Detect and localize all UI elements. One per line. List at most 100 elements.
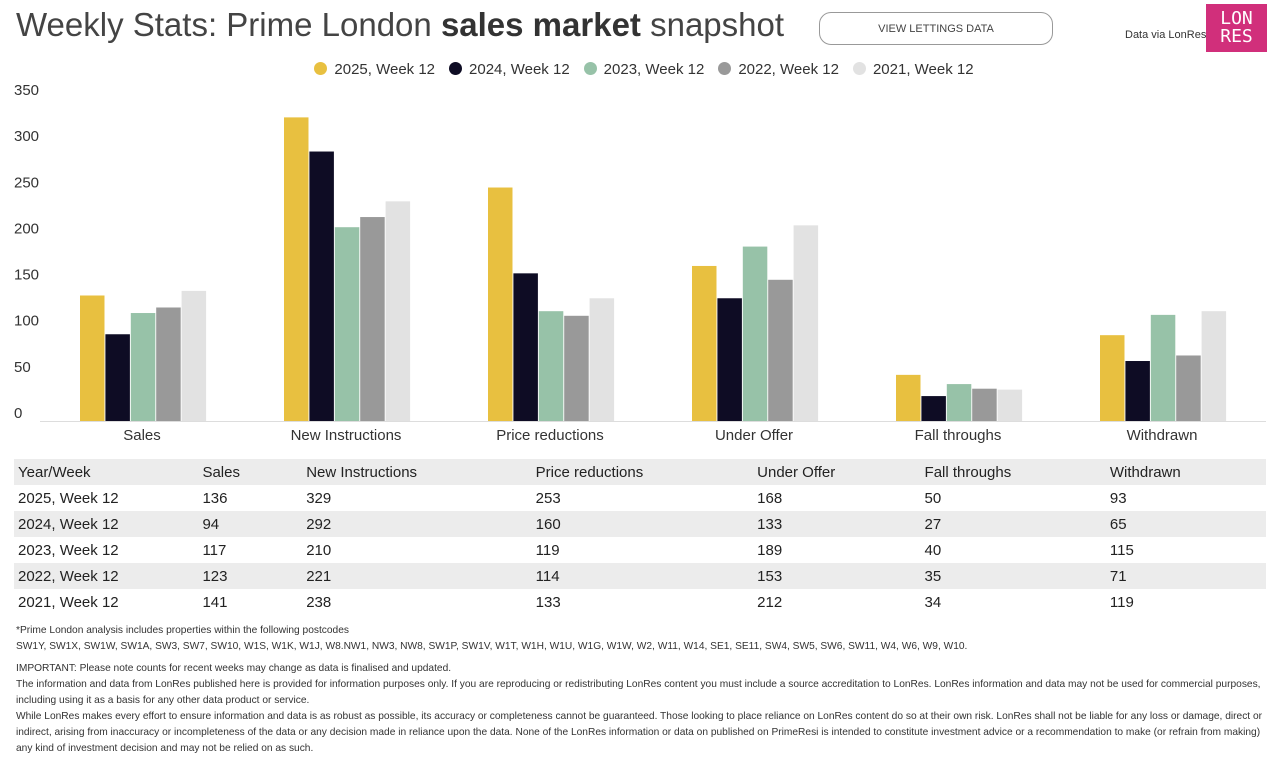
bar-2025: [896, 374, 921, 421]
table-cell: Price reductions: [535, 463, 644, 481]
table-cell: 133: [535, 593, 561, 611]
y-tick-label: 250: [14, 174, 39, 191]
bar-2024: [513, 273, 538, 421]
table-header-row: Year/Week Sales New Instructions Price redu…: [14, 459, 1266, 485]
bar-2023: [946, 384, 972, 421]
bar-2021: [385, 201, 411, 421]
legend-label: 2021, Week 12: [872, 61, 974, 78]
y-tick-label: 50: [14, 359, 31, 376]
bar-2021: [181, 290, 207, 421]
y-tick-label: 0: [14, 405, 22, 422]
bar-2022: [768, 279, 793, 421]
table-cell: 2025, Week 12: [18, 489, 119, 507]
table-cell: 133: [757, 515, 783, 533]
table-row: 2024, Week 12 94 292 160 133 27 65: [14, 511, 1266, 537]
bar-2021: [589, 298, 615, 421]
x-category-label: Price reductions: [496, 427, 604, 444]
table-cell: Fall throughs: [924, 463, 1012, 481]
bar-2022: [564, 315, 589, 421]
table-cell: 27: [924, 515, 942, 533]
bar-2021: [1201, 311, 1227, 421]
legend-item[interactable]: 2022, Week 12: [718, 61, 839, 78]
legend-label: 2024, Week 12: [469, 61, 570, 78]
chart-legend: 2025, Week 12 2024, Week 12 2023, Week 12 2…: [0, 61, 1280, 78]
table-cell: 212: [757, 593, 783, 611]
bar-2023: [130, 313, 156, 421]
table-cell: 238: [306, 593, 332, 611]
disclaimer: The information and data from LonRes pub…: [16, 679, 1261, 706]
table-cell: 123: [202, 567, 228, 585]
footnote: *Prime London analysis includes properti…: [16, 625, 349, 636]
bar-2024: [717, 298, 742, 421]
table-cell: 292: [306, 515, 332, 533]
table-cell: 210: [306, 541, 332, 559]
title-prefix: Weekly Stats: Prime London: [16, 6, 441, 43]
legend-swatch: [449, 62, 463, 75]
bar-2022: [360, 217, 385, 421]
bar-2024: [105, 334, 130, 421]
bar-2023: [742, 246, 768, 421]
table-cell: 160: [535, 515, 561, 533]
table-row: 2025, Week 12 136 329 253 168 50 93: [14, 485, 1266, 511]
bar-2021: [793, 225, 819, 421]
bar-2025: [488, 187, 513, 421]
table-cell: 2024, Week 12: [18, 515, 119, 533]
legend-item[interactable]: 2025, Week 12: [314, 61, 435, 78]
legend-item[interactable]: 2024, Week 12: [449, 61, 570, 78]
table-cell: 93: [1109, 489, 1127, 507]
table-cell: 168: [757, 489, 783, 507]
table-cell: 141: [202, 593, 228, 611]
important-note: IMPORTANT: Please note counts for recent…: [16, 663, 452, 674]
x-category-label: New Instructions: [291, 427, 402, 444]
table-cell: Sales: [202, 463, 240, 481]
logo-text: RES: [1220, 26, 1253, 47]
table-cell: Year/Week: [18, 463, 91, 481]
bar-2025: [80, 295, 105, 421]
table-row: 2021, Week 12 141 238 133 212 34 119: [14, 589, 1266, 615]
table-cell: 34: [924, 593, 942, 611]
table-cell: 65: [1109, 515, 1127, 533]
y-tick-label: 200: [14, 220, 39, 237]
legend-label: 2023, Week 12: [603, 61, 705, 78]
bar-2024: [309, 151, 334, 422]
y-tick-label: 300: [14, 128, 39, 145]
bar-2023: [334, 227, 360, 421]
table-cell: 329: [306, 489, 332, 507]
bar-2022: [1176, 355, 1201, 421]
legend-item[interactable]: 2021, Week 12: [852, 61, 974, 78]
table-row: 2022, Week 12 123 221 114 153 35 71: [14, 563, 1266, 589]
legend-item[interactable]: 2023, Week 12: [583, 61, 705, 78]
legend-swatch: [583, 62, 597, 75]
table-cell: 71: [1109, 567, 1127, 585]
title-suffix: snapshot: [640, 6, 785, 43]
table-cell: New Instructions: [306, 463, 418, 481]
y-tick-label: 350: [14, 82, 39, 99]
table-cell: 50: [924, 489, 942, 507]
x-category-label: Sales: [123, 427, 161, 444]
legend-swatch: [718, 62, 732, 75]
bar-2023: [1150, 314, 1176, 421]
lonres-logo[interactable]: LON RES: [1206, 4, 1267, 52]
table-cell: Withdrawn: [1109, 463, 1181, 481]
legend-swatch: [852, 62, 866, 75]
table-cell: 119: [535, 541, 560, 559]
table-cell: 115: [1109, 541, 1134, 559]
table-cell: 119: [1109, 593, 1134, 611]
bar-2022: [972, 388, 997, 421]
table-cell: 136: [202, 489, 228, 507]
table-cell: 189: [757, 541, 783, 559]
table-cell: 114: [535, 567, 560, 585]
table-cell: 2023, Week 12: [18, 541, 119, 559]
bar-2025: [1100, 335, 1125, 421]
bar-2023: [538, 311, 564, 421]
table-cell: 94: [202, 515, 220, 533]
view-lettings-data-button[interactable]: VIEW LETTINGS DATA: [819, 12, 1053, 45]
bar-chart: 0 50 100 150 200 250 300 350 Sales New Instructio…: [14, 82, 1266, 444]
bar-2024: [1125, 361, 1150, 421]
postcodes: SW1Y, SW1X, SW1W, SW1A, SW3, SW7, SW10, …: [16, 641, 968, 652]
y-tick-label: 150: [14, 267, 39, 284]
table-cell: 117: [202, 541, 227, 559]
x-category-label: Under Offer: [715, 427, 793, 444]
logo-text: LON: [1220, 8, 1253, 29]
table-cell: Under Offer: [757, 463, 836, 481]
